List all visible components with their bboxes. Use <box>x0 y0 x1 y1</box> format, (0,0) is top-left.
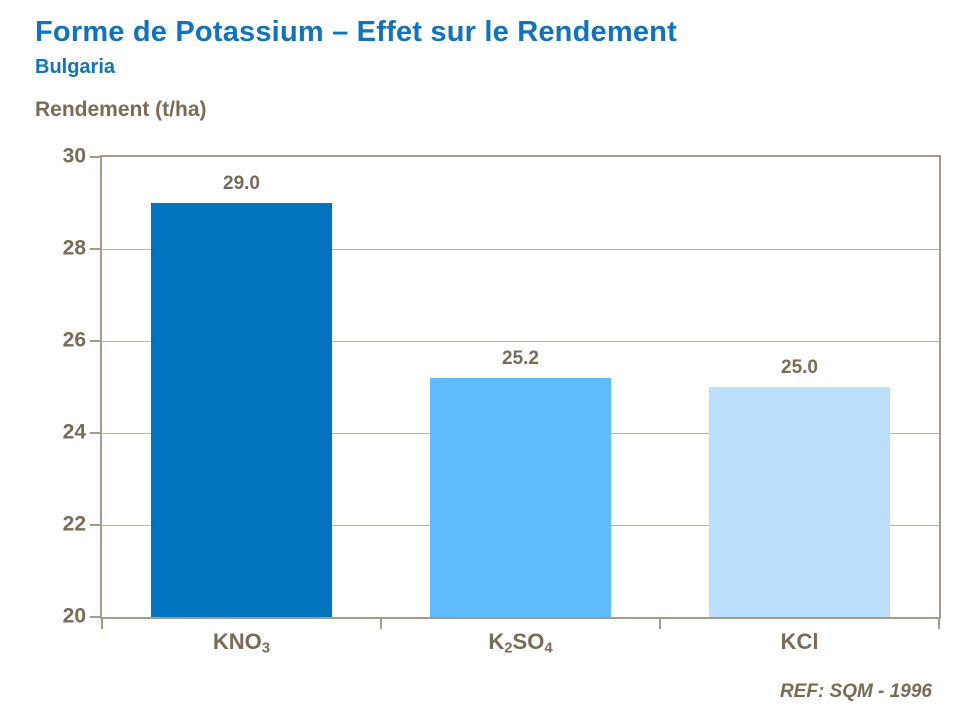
y-axis-tick-label: 20 <box>62 604 86 628</box>
y-axis-tick-label: 24 <box>62 420 86 444</box>
y-axis-tick-label: 28 <box>62 236 86 260</box>
bar-KCl <box>708 387 891 617</box>
y-axis-tick-label: 30 <box>62 144 86 168</box>
reference-note: REF: SQM - 1996 <box>779 681 932 702</box>
y-axis-tick-label: 26 <box>62 328 86 352</box>
x-axis-tick <box>659 619 661 629</box>
y-axis-tick <box>90 340 100 342</box>
bar-value-label: 29.0 <box>223 173 260 194</box>
x-axis-tick <box>938 619 940 629</box>
y-axis-tick-label: 22 <box>62 512 86 536</box>
gridline <box>102 248 939 250</box>
chart-title: Forme de Potassium – Effet sur le Rendem… <box>35 16 677 48</box>
bar-KNO3 <box>150 203 333 617</box>
y-axis-tick <box>90 432 100 434</box>
bar-K2SO4 <box>429 377 612 617</box>
x-category-label: K2SO4 <box>488 629 553 657</box>
x-axis-tick <box>380 619 382 629</box>
y-axis-tick <box>90 156 100 158</box>
chart-subtitle: Bulgaria <box>35 56 116 78</box>
plot-area: 20 22 24 26 28 30 29.0 KNO3 25.2 K2SO4 25.0 KCl <box>63 145 941 657</box>
bar-value-label: 25.0 <box>781 357 818 378</box>
x-category-label: KNO3 <box>212 629 271 657</box>
x-axis-tick <box>101 619 103 629</box>
y-axis-tick <box>90 248 100 250</box>
y-axis-tick <box>90 616 100 618</box>
x-category-label: KCl <box>780 629 819 654</box>
bar-value-label: 25.2 <box>502 347 539 369</box>
y-axis-title: Rendement (t/ha) <box>35 98 207 121</box>
y-axis-tick <box>90 524 100 526</box>
gridline <box>102 340 939 342</box>
